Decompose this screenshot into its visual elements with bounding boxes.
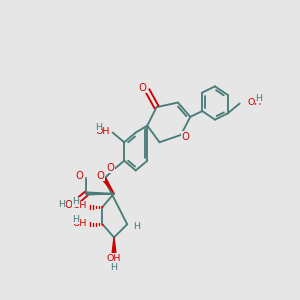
Text: H: H xyxy=(134,222,140,231)
Text: O: O xyxy=(97,171,105,181)
Text: H: H xyxy=(72,215,79,224)
Text: H: H xyxy=(72,197,79,206)
Polygon shape xyxy=(103,178,114,194)
Text: O: O xyxy=(76,171,84,181)
Polygon shape xyxy=(112,237,116,253)
Text: H: H xyxy=(110,262,118,272)
Text: H: H xyxy=(58,200,65,209)
Text: OH: OH xyxy=(247,98,261,107)
Text: O: O xyxy=(139,83,147,93)
Polygon shape xyxy=(86,192,114,195)
Text: OH: OH xyxy=(72,219,87,228)
Text: OH: OH xyxy=(72,201,87,210)
Text: OH: OH xyxy=(95,127,110,136)
Text: H: H xyxy=(255,94,262,103)
Text: O: O xyxy=(107,163,115,173)
Text: O: O xyxy=(64,200,72,210)
Text: H: H xyxy=(95,123,102,132)
Text: OH: OH xyxy=(107,254,121,263)
Text: O: O xyxy=(181,132,189,142)
